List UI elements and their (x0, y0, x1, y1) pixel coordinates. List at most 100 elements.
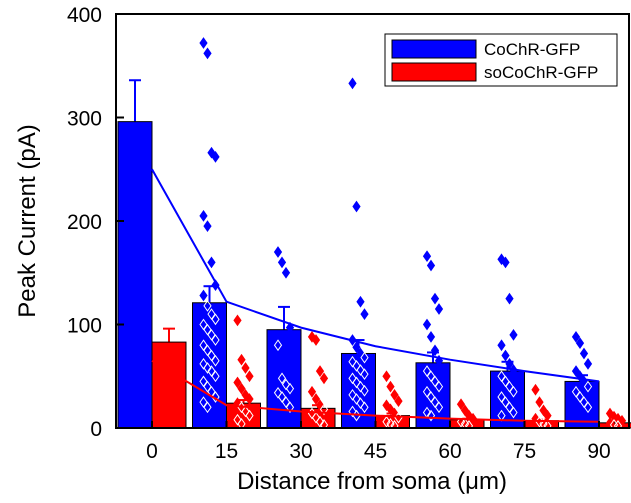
y-tick-label: 200 (67, 211, 102, 234)
trend-line-cochr (151, 168, 600, 383)
data-point (245, 409, 254, 422)
data-point (352, 341, 361, 354)
data-point (583, 357, 593, 370)
data-point (203, 220, 212, 233)
data-point (207, 256, 216, 269)
legend-swatch-cochr (391, 39, 477, 59)
x-tick-label: 0 (146, 440, 158, 463)
data-point (245, 370, 254, 383)
data-point (348, 355, 357, 368)
data-point (207, 365, 216, 377)
data-point (422, 250, 432, 263)
data-point (456, 398, 466, 411)
bar (117, 121, 153, 429)
data-point (311, 393, 321, 405)
x-tick-label: 30 (289, 440, 312, 463)
data-point (509, 328, 518, 341)
data-point (241, 405, 250, 418)
data-point (199, 209, 208, 222)
data-point (430, 344, 440, 357)
data-point (273, 246, 283, 258)
data-point (613, 420, 623, 432)
data-point (356, 364, 365, 376)
data-point (199, 396, 208, 408)
chart-marks (117, 37, 631, 432)
data-point (386, 380, 395, 393)
data-point (211, 313, 220, 326)
data-point (352, 360, 361, 372)
data-point (277, 256, 287, 269)
data-point (497, 391, 506, 403)
data-point (571, 331, 581, 343)
data-point (501, 396, 510, 408)
data-point (539, 404, 548, 417)
data-point (434, 303, 444, 315)
data-point (426, 409, 436, 422)
data-point (505, 292, 514, 305)
data-point (426, 331, 436, 343)
data-point (207, 328, 216, 341)
y-tick-label: 100 (67, 315, 102, 338)
data-point (617, 414, 627, 427)
data-point (211, 334, 220, 346)
data-point (434, 401, 444, 414)
data-point (281, 378, 291, 391)
data-point (273, 386, 283, 399)
data-point (237, 353, 246, 366)
data-point (211, 150, 220, 163)
data-point (509, 385, 518, 398)
data-point (360, 368, 369, 381)
data-point (348, 405, 357, 418)
data-point (390, 420, 399, 432)
x-axis-label: Distance from soma (μm) (237, 468, 507, 495)
data-point (422, 318, 432, 331)
data-point (241, 362, 250, 374)
bar (341, 352, 376, 429)
data-point (464, 420, 474, 432)
data-point (315, 365, 325, 377)
data-point (505, 401, 514, 414)
data-point (199, 318, 208, 331)
data-point (352, 200, 361, 213)
data-point (501, 349, 510, 362)
data-point (311, 411, 321, 424)
x-tick-label: 15 (215, 440, 238, 463)
data-point (430, 396, 440, 408)
data-point (233, 376, 242, 389)
data-point (426, 370, 436, 383)
x-tick-label: 90 (587, 440, 610, 463)
data-point (426, 391, 436, 403)
data-point (211, 391, 220, 403)
x-tick-label: 60 (438, 440, 461, 463)
data-point (281, 396, 291, 408)
y-axis: 0 100 200 300 400 (67, 4, 124, 441)
data-point (319, 403, 329, 416)
data-point (382, 370, 391, 383)
data-point (203, 47, 212, 60)
data-point (203, 401, 212, 414)
data-point (360, 384, 369, 397)
legend: CoChR-GFP soCoChR-GFP (384, 33, 618, 87)
data-point (315, 415, 325, 428)
data-point (382, 415, 391, 428)
data-point (497, 339, 506, 352)
data-point (360, 351, 369, 364)
data-point (430, 292, 440, 305)
data-point (394, 395, 403, 407)
data-point (319, 419, 329, 431)
y-tick-label: 400 (67, 4, 102, 27)
data-point (348, 389, 357, 401)
data-point (211, 370, 220, 383)
series-cochr (117, 79, 600, 429)
data-point (571, 365, 581, 377)
data-point (307, 385, 317, 398)
data-point (509, 406, 518, 419)
trend-line-socochr (151, 359, 600, 423)
data-point (390, 389, 399, 401)
data-point (273, 339, 283, 352)
x-tick-label: 75 (513, 440, 536, 463)
data-point (352, 376, 361, 389)
data-point (583, 401, 593, 414)
data-point (203, 380, 212, 393)
